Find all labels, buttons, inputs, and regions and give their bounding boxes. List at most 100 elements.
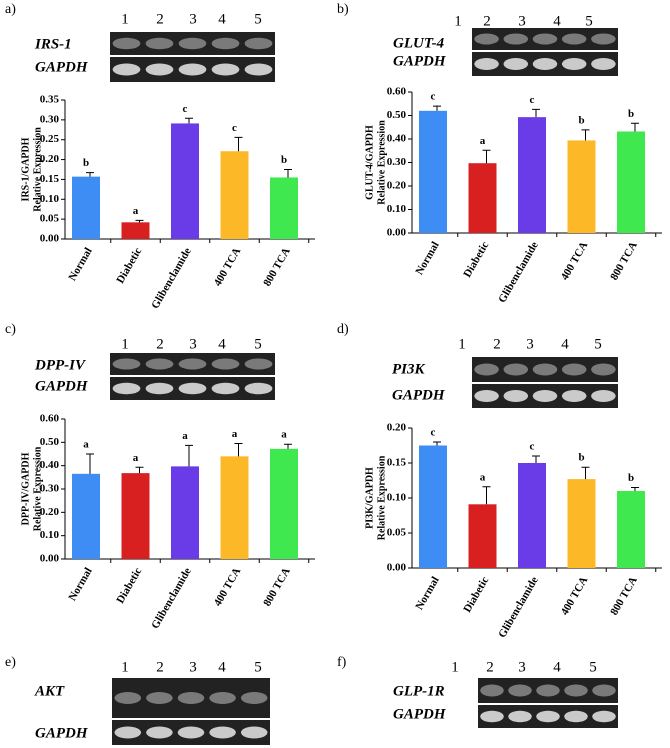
bar [72,176,100,239]
x-tick-label: 800 TCA [608,240,640,283]
y-axis-label: DPP-IV/GAPDH [20,452,31,525]
lane-number: 4 [553,13,561,29]
error-bar [135,219,144,223]
bar [72,473,100,559]
y-tick-label: 0.20 [40,506,60,518]
blot-band [561,58,587,70]
panel-label: d) [337,322,349,337]
significance-letter: b [628,472,634,484]
blot-band [532,33,558,45]
blot-band [114,692,142,704]
blot-band [211,382,240,395]
y-tick-label: 0.20 [387,422,407,434]
x-tick-label: Normal [66,246,94,283]
significance-letter: c [232,122,237,134]
y-tick-label: 0.05 [387,527,407,539]
lane-number: 1 [458,336,466,352]
lane-number: 2 [156,336,164,352]
blot-band [591,58,616,70]
lane-number: 3 [518,13,526,29]
blot-band [564,710,588,723]
lane-number: 4 [561,336,569,352]
lane-number: 1 [454,13,462,29]
gene-label: IRS-1 [34,36,72,52]
blot-band [480,710,504,723]
x-tick-label: 400 TCA [559,575,591,618]
blot-band [532,58,558,70]
y-axis-label: PI3K/GAPDH [364,467,375,529]
blot-band [177,692,205,704]
x-tick-label: 400 TCA [212,246,244,289]
significance-letter: a [83,439,89,451]
bar [617,131,645,233]
blot-band [532,363,558,376]
blot-band [503,390,529,402]
blot-band [178,382,207,395]
error-bar [532,108,540,118]
y-tick-label: 0.10 [387,203,407,215]
lane-number: 1 [121,659,129,675]
blot-band [503,363,529,376]
bar [617,491,645,568]
lane-number: 1 [121,11,129,27]
blot-band [240,692,268,704]
error-bar [234,443,243,457]
blot-band [178,358,207,370]
y-tick-label: 0.00 [387,227,407,239]
y-tick-label: 0.15 [40,173,60,185]
blot-band [114,726,142,739]
bar [468,504,497,568]
blot-band [244,382,273,395]
y-tick-label: 0.30 [40,483,60,495]
gene-label: GAPDH [392,387,446,403]
blot-band [112,63,141,76]
bar [270,448,298,559]
lane-number: 3 [518,659,526,675]
x-tick-label: Normal [66,566,94,603]
bar [419,110,447,233]
blot-band [209,692,236,704]
x-tick-label: Diabetic [461,240,491,280]
x-tick-label: 800 TCA [261,246,293,289]
gene-label: GAPDH [35,725,89,741]
blot-band [591,363,616,376]
bar [567,479,596,568]
significance-letter: b [628,108,634,120]
lane-number: 3 [189,11,197,27]
y-axis-label: Relative Expression [32,127,43,212]
blot-band [178,37,207,50]
bar [121,222,150,239]
error-bar [482,149,491,164]
blot-band [474,363,499,376]
error-bar [185,117,193,124]
blot-band [592,684,616,697]
x-tick-label: Glibenclamide [496,575,541,640]
x-tick-label: 400 TCA [212,566,244,609]
blot-band [145,382,174,395]
significance-letter: a [182,430,188,442]
blot-band [508,684,532,697]
x-tick-label: Normal [413,575,441,612]
blot-band [474,33,499,45]
lane-number: 5 [589,659,597,675]
y-tick-label: 0.00 [387,562,407,574]
lane-number: 1 [121,336,129,352]
panel-label: e) [5,655,16,670]
error-bar [284,169,292,178]
x-tick-label: Glibenclamide [149,566,194,631]
bar [220,151,249,239]
y-tick-label: 0.10 [387,492,407,504]
significance-letter: c [530,94,535,106]
error-bar [284,443,292,449]
y-tick-label: 0.50 [387,109,407,121]
gene-label: GAPDH [393,706,447,722]
significance-letter: a [133,452,139,464]
x-tick-label: Diabetic [461,575,491,615]
blot-band [244,358,273,370]
lane-number: 2 [486,659,494,675]
significance-letter: b [281,154,287,166]
y-tick-label: 0.40 [387,133,407,145]
y-tick-label: 0.20 [387,180,407,192]
blot-band [209,726,236,739]
